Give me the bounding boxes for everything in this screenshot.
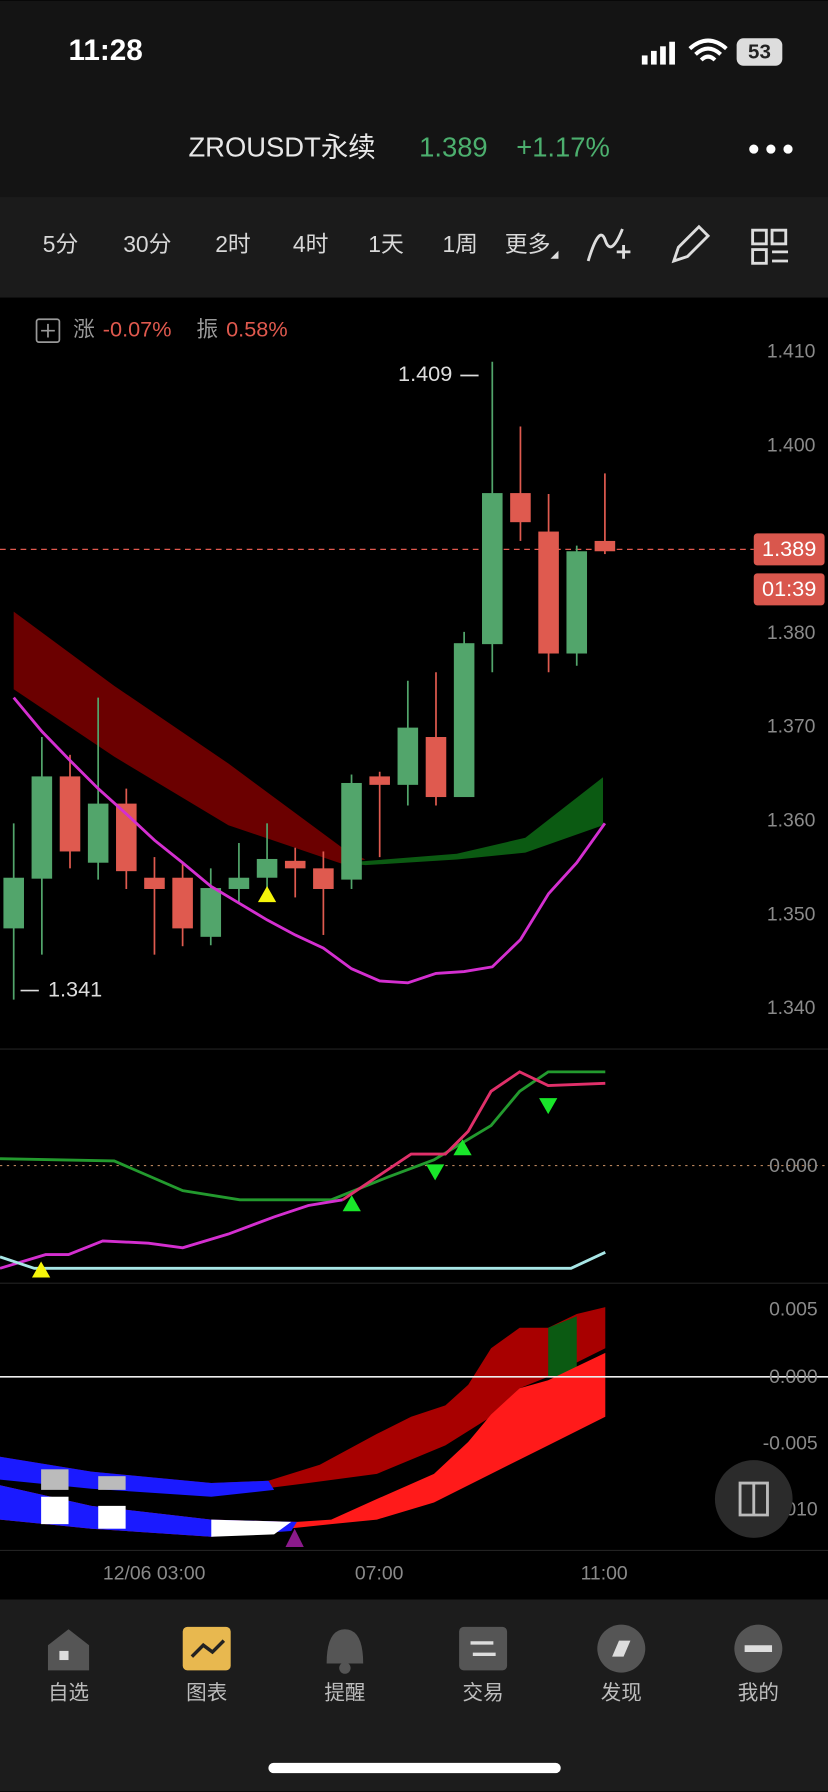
candle-body [594,540,616,552]
countdown: 01:39 [762,576,816,601]
hist-white [41,1496,292,1537]
y-tick-label: 0.005 [769,1299,818,1321]
last-price-tag [753,533,825,566]
nav-item[interactable]: 图表 [186,1682,227,1705]
y-tick-label: 1.380 [767,622,816,644]
tab-bar-bg [0,197,828,298]
y-tick-label: 1.350 [767,903,816,925]
hist-red [0,1352,606,1537]
hist-green [548,1316,577,1377]
countdown-tag [753,573,825,606]
candle-body [566,551,588,654]
tab[interactable]: 5分 [43,231,79,257]
y-tick-label: 1.370 [767,716,816,738]
low-label: 1.341 [48,976,102,1001]
tab[interactable]: 1天 [368,231,404,257]
candle-body [3,877,24,929]
nav-item[interactable]: 交易 [463,1682,504,1705]
osc-line-cyan [0,1251,606,1270]
tab[interactable]: 4时 [293,231,329,257]
signal-purple [285,1528,304,1547]
candle-body [313,868,334,889]
battery-icon [736,38,783,66]
hist-blue-upper [0,1456,275,1497]
home-indicator [268,1762,561,1774]
nav-item[interactable]: 我的 [738,1682,779,1705]
float-button-icon [738,1481,769,1517]
y-tick-label: 1.410 [767,341,816,363]
signal-down [425,1098,558,1181]
candle-body [369,776,390,785]
candle-body [228,877,250,889]
candle-body [538,531,559,654]
y-tick-label: 0.000 [769,1155,818,1177]
y-tick-label: -0.005 [763,1432,818,1454]
expand-icon[interactable] [35,318,61,343]
y-tick-label: 1.400 [767,434,816,456]
candle-body [256,858,278,878]
amp-label: 振 [196,316,218,341]
nav-item[interactable]: 发现 [601,1682,642,1705]
tab[interactable]: 2时 [215,231,251,257]
candle-body [31,776,53,879]
x-tick-label: 12/06 03:00 [103,1563,206,1585]
more-button[interactable] [749,144,793,154]
rise-label: 涨 [73,316,95,341]
draw-button[interactable] [671,224,711,264]
candle-body [397,727,419,785]
symbol: ZROUSDT永续 [188,131,375,162]
cloud-green [342,777,604,866]
signal-icon [641,41,675,65]
y-tick-label: 1.340 [767,997,816,1019]
y-tick-label: 0.000 [769,1366,818,1388]
tab[interactable]: 1周 [442,231,478,257]
osc-line-green [0,1070,606,1202]
rise-value: -0.07% [103,316,172,341]
candle-body [425,737,447,798]
x-tick-label: 07:00 [355,1563,404,1585]
nav-item[interactable]: 提醒 [324,1682,365,1705]
tab[interactable]: 更多 [505,231,551,257]
battery-level: 53 [748,41,771,64]
high-label: 1.409 [398,361,452,386]
price: 1.389 [419,131,488,162]
ma-line [12,696,607,985]
signal-up [342,1139,472,1212]
y-tick-label: 1.360 [767,810,816,832]
candle-body [144,877,165,889]
signal-yellow [31,1261,51,1278]
x-tick-label: 11:00 [581,1563,628,1585]
nav-bg [0,1599,828,1792]
candle-body [341,782,362,880]
expand-plus [41,323,55,338]
candle-body [200,888,222,937]
layout-button[interactable] [751,228,789,265]
hist-gray [41,1469,126,1490]
candle-body [172,877,193,929]
nav-item[interactable]: 自选 [48,1682,89,1705]
candle-body [284,860,306,869]
wifi-icon [688,38,728,62]
nav-icons [47,1624,783,1674]
signal-yellow [257,886,277,903]
candle-body [59,776,81,852]
cloud-red [13,611,366,865]
header-bg [0,0,828,198]
osc-line-magenta [0,1198,343,1270]
change: +1.17% [516,131,610,162]
indicator-button[interactable] [586,228,631,262]
tab[interactable]: 30分 [123,231,171,257]
last-price-label: 1.389 [762,536,816,561]
candle-body [510,493,531,523]
candle-body [482,493,503,645]
candle-body [87,803,109,863]
clock: 11:28 [69,34,143,67]
candle-body [453,643,475,798]
osc-line-red [341,1070,606,1201]
amp-value: 0.58% [226,316,287,341]
